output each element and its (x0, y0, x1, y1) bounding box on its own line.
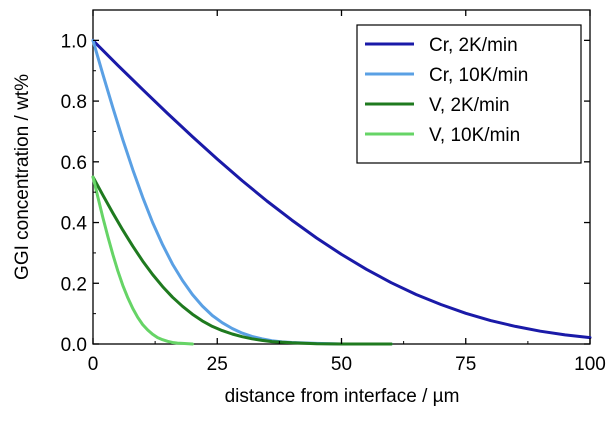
y-tick-label: 0.4 (61, 214, 88, 235)
y-axis-ticks: 0.0 0.2 0.4 0.6 0.8 1.0 (61, 9, 590, 356)
series-line-1 (91, 38, 592, 340)
x-tick-label: 25 (207, 354, 228, 375)
y-tick-label: 0.0 (61, 335, 87, 356)
y-axis-title: GGI concentration / wt% (12, 74, 33, 280)
legend: Cr, 2K/min Cr, 10K/min V, 2K/min V, 10K/min (356, 24, 582, 164)
series-line-4 (91, 175, 194, 346)
x-tick-label: 50 (331, 354, 352, 375)
x-tick-label: 100 (574, 354, 606, 375)
y-tick-label: 0.2 (61, 274, 87, 295)
legend-label-3: V, 2K/min (429, 95, 510, 116)
series-line-3 (91, 175, 393, 346)
y-tick-label: 0.8 (61, 92, 87, 113)
y-tick-label: 0.6 (61, 153, 87, 174)
legend-box (356, 24, 582, 164)
series-layer (91, 38, 592, 346)
legend-label-2: Cr, 10K/min (429, 65, 528, 86)
y-tick-label: 1.0 (61, 31, 87, 52)
x-tick-label: 0 (88, 354, 99, 375)
x-axis-title: distance from interface / µm (225, 386, 460, 407)
legend-entries: Cr, 2K/min Cr, 10K/min V, 2K/min V, 10K/min (365, 35, 528, 146)
x-axis-ticks: 0 25 50 75 100 (88, 10, 606, 375)
x-tick-label: 75 (455, 354, 476, 375)
plot-area: 0 25 50 75 100 0.0 0.2 0.4 0.6 0.8 1.0 (61, 9, 606, 375)
legend-label-1: Cr, 2K/min (429, 35, 518, 56)
legend-label-4: V, 10K/min (429, 125, 520, 146)
